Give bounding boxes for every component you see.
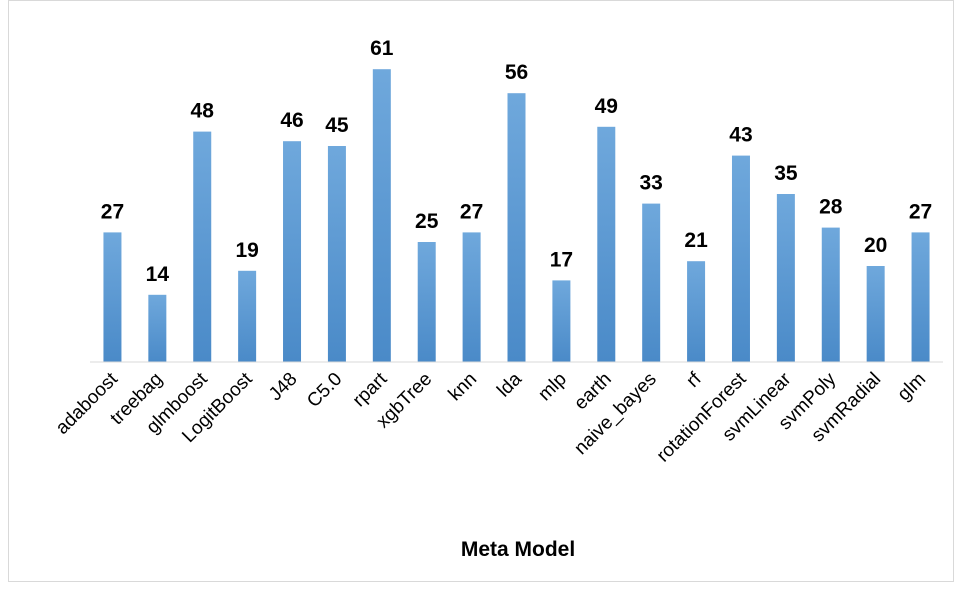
bar-svmRadial <box>866 266 885 362</box>
bar-earth <box>597 126 616 362</box>
data-label-lda: 56 <box>505 61 528 84</box>
data-label-J48: 46 <box>280 109 303 132</box>
bar-LogitBoost <box>238 270 257 362</box>
data-label-glmboost: 48 <box>191 100 215 123</box>
data-label-rpart: 61 <box>370 37 394 60</box>
x-tick-label-rf: rf <box>683 368 707 392</box>
x-axis-title: Meta Model <box>461 538 575 561</box>
bar-glmboost <box>193 131 212 362</box>
bar-svmPoly <box>821 227 840 362</box>
x-tick-label-J48: J48 <box>265 369 302 406</box>
bar-rpart <box>372 69 391 362</box>
data-label-xgbTree: 25 <box>415 210 439 233</box>
bar-J48 <box>283 141 302 362</box>
data-label-treebag: 14 <box>146 263 170 286</box>
data-label-adaboost: 27 <box>101 200 124 223</box>
bar-adaboost <box>103 232 122 362</box>
x-tick-label-knn: knn <box>445 369 482 406</box>
bar-knn <box>462 232 481 362</box>
x-tick-label-glm: glm <box>894 369 931 406</box>
bars-group <box>103 69 930 362</box>
x-tick-label-adaboost: adaboost <box>52 368 123 439</box>
data-label-rf: 21 <box>684 229 708 252</box>
chart-frame <box>8 0 954 582</box>
bar-rf <box>687 261 706 362</box>
bar-xgbTree <box>417 242 436 362</box>
data-label-mlp: 17 <box>550 248 573 271</box>
bar-naive_bayes <box>642 203 661 362</box>
data-label-earth: 49 <box>595 95 618 118</box>
bar-C5.0 <box>327 146 346 362</box>
data-labels-group: 27 14 48 19 46 45 61 25 27 56 17 49 33 21 43 35 28 20 27 <box>101 37 932 286</box>
data-label-svmLinear: 35 <box>774 162 798 185</box>
x-tick-label-C5.0: C5.0 <box>303 369 346 412</box>
bar-glm <box>911 232 930 362</box>
bar-mlp <box>552 280 571 362</box>
data-label-C5.0: 45 <box>325 114 349 137</box>
data-label-glm: 27 <box>909 200 932 223</box>
bar-rotationForest <box>731 155 750 362</box>
x-tick-label-mlp: mlp <box>534 369 571 406</box>
data-label-svmPoly: 28 <box>819 196 843 219</box>
x-tick-label-lda: lda <box>493 368 526 401</box>
data-label-knn: 27 <box>460 200 483 223</box>
bar-treebag <box>148 294 167 362</box>
data-label-rotationForest: 43 <box>729 124 752 147</box>
data-label-naive_bayes: 33 <box>640 172 663 195</box>
data-label-LogitBoost: 19 <box>235 239 258 262</box>
bar-svmLinear <box>776 194 795 362</box>
data-label-svmRadial: 20 <box>864 234 887 257</box>
bar-lda <box>507 93 526 362</box>
